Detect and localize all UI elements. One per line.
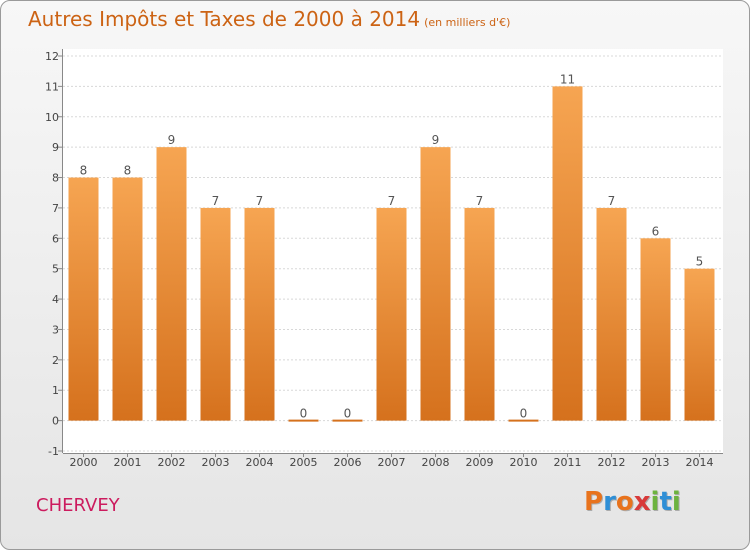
- y-tick-label: 6: [52, 232, 59, 245]
- commune-name: CHERVEY: [36, 495, 120, 516]
- data-label-2006: 0: [344, 407, 352, 421]
- y-tick-label: 3: [52, 323, 59, 336]
- bars: [68, 86, 715, 422]
- bar-2006: [332, 419, 363, 422]
- bar-2010: [508, 419, 539, 422]
- y-tick-label: 9: [52, 141, 59, 154]
- x-tick-label-2000: 2000: [70, 456, 98, 469]
- x-tick-label-2002: 2002: [158, 456, 186, 469]
- bar-2002: [156, 147, 187, 421]
- bar-2007: [376, 207, 407, 421]
- x-axis: 2000 2001 2002 2003 2004 2005 2006 2007 2008 2009…: [63, 453, 723, 469]
- chart-unit: (en milliers d'€): [424, 16, 511, 29]
- x-tick-label-2006: 2006: [334, 456, 362, 469]
- data-label-2012: 7: [608, 194, 616, 208]
- data-labels: 8 8 9 7 7 0 0 7 9 7 0 11 7 6 5: [80, 72, 704, 420]
- bar-2001: [112, 177, 143, 421]
- bar-2008: [420, 147, 451, 421]
- data-label-2000: 8: [80, 164, 88, 178]
- data-label-2005: 0: [300, 407, 308, 421]
- y-tick-label: 8: [52, 172, 59, 185]
- data-label-2004: 7: [256, 194, 264, 208]
- data-label-2008: 9: [432, 133, 440, 147]
- bar-2003: [200, 207, 231, 421]
- bar-2004: [244, 207, 275, 421]
- y-tick-label: 1: [52, 384, 59, 397]
- logo-letter: P: [584, 487, 604, 517]
- data-label-2011: 11: [560, 72, 575, 86]
- x-tick-label-2004: 2004: [246, 456, 274, 469]
- y-tick-label: 10: [45, 111, 59, 124]
- bar-2011: [552, 86, 583, 421]
- x-tick-label-2014: 2014: [686, 456, 714, 469]
- x-tick-label-2001: 2001: [114, 456, 142, 469]
- data-label-2013: 6: [652, 224, 660, 238]
- x-tick-label-2013: 2013: [642, 456, 670, 469]
- proxiti-logo: Proxiti: [584, 487, 681, 517]
- logo-letter: t: [659, 487, 672, 517]
- x-tick-label-2008: 2008: [422, 456, 450, 469]
- x-tick-label-2003: 2003: [202, 456, 230, 469]
- data-label-2009: 7: [476, 194, 484, 208]
- x-tick-label-2009: 2009: [466, 456, 494, 469]
- chart-title-text: Autres Impôts et Taxes de 2000 à 2014: [28, 7, 421, 31]
- data-label-2003: 7: [212, 194, 220, 208]
- x-tick-label-2012: 2012: [598, 456, 626, 469]
- logo-letter: o: [615, 487, 634, 517]
- bar-2000: [68, 177, 99, 421]
- y-tick-label: 7: [52, 202, 59, 215]
- data-label-2010: 0: [520, 407, 528, 421]
- logo-letter: r: [603, 487, 616, 517]
- logo-letter: x: [633, 487, 651, 517]
- bar-2005: [288, 419, 319, 422]
- x-tick-label-2010: 2010: [510, 456, 538, 469]
- x-tick-label-2007: 2007: [378, 456, 406, 469]
- y-tick-label: -1: [48, 445, 59, 458]
- bar-chart: 8 8 9 7 7 0 0 7 9 7 0 11 7 6 5: [63, 55, 723, 452]
- x-tick-label-2011: 2011: [554, 456, 582, 469]
- y-tick-label: 12: [45, 50, 59, 63]
- logo-letter: i: [671, 487, 681, 517]
- data-label-2002: 9: [168, 133, 176, 147]
- bar-2009: [464, 207, 495, 421]
- y-tick-label: 4: [52, 293, 59, 306]
- x-tick-label-2005: 2005: [290, 456, 318, 469]
- bar-2012: [596, 207, 627, 421]
- bar-2013: [640, 238, 671, 421]
- plot-area: 8 8 9 7 7 0 0 7 9 7 0 11 7 6 5: [63, 49, 723, 453]
- data-label-2007: 7: [388, 194, 396, 208]
- y-tick-label: 0: [52, 415, 59, 428]
- chart-title: Autres Impôts et Taxes de 2000 à 2014 (en…: [28, 7, 510, 31]
- y-tick-label: 2: [52, 354, 59, 367]
- data-label-2014: 5: [696, 255, 704, 269]
- y-tick-label: 5: [52, 263, 59, 276]
- data-label-2001: 8: [124, 164, 132, 178]
- y-tick-label: 11: [45, 80, 59, 93]
- logo-letter: i: [650, 487, 660, 517]
- bar-2014: [684, 268, 715, 421]
